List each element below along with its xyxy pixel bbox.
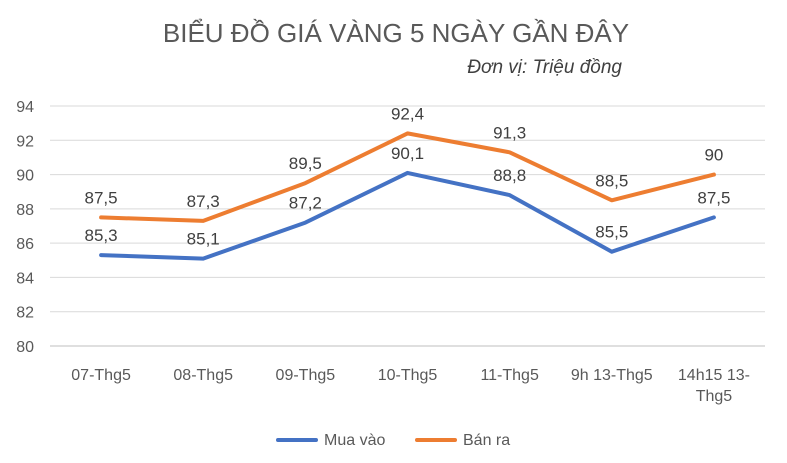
x-tick-label: 07-Thg5 [71,367,131,384]
y-tick-label: 90 [16,168,34,185]
data-label: 85,1 [187,230,220,249]
data-label: 92,4 [391,104,424,123]
data-label: 91,3 [493,123,526,142]
series-lines [99,131,716,261]
data-label: 89,5 [289,154,322,173]
data-label: 85,3 [85,226,118,245]
y-tick-label: 94 [16,99,34,116]
y-tick-label: 86 [16,236,34,253]
legend: Mua vào Bán ra [276,432,510,449]
x-tick-label: 09-Thg5 [276,367,336,384]
series-line-0 [99,170,716,261]
gridlines [50,105,765,347]
y-tick-label: 82 [16,305,34,322]
y-tick-label: 84 [16,270,34,287]
x-tick-label: 9h 13-Thg5 [571,367,653,384]
data-label: 87,3 [187,192,220,211]
y-axis: 80 82 84 86 88 90 92 94 [16,99,34,356]
data-label: 85,5 [595,223,628,242]
y-tick-label: 80 [16,339,34,356]
x-tick-label: 11-Thg5 [480,367,539,384]
data-label: 87,5 [85,188,118,207]
chart-subtitle: Đơn vị: Triệu đồng [467,57,622,78]
data-label: 87,5 [697,188,730,207]
data-labels: 85,3 85,1 87,2 90,1 88,8 85,5 87,5 87,5 87,3 89,5… [85,104,731,248]
y-tick-label: 92 [16,133,34,150]
chart-title: BIỂU ĐỒ GIÁ VÀNG 5 NGÀY GẦN ĐÂY [163,18,629,48]
data-label: 90 [704,146,723,165]
data-label: 88,8 [493,166,526,185]
x-tick-label: 10-Thg5 [378,367,438,384]
y-tick-label: 88 [16,202,34,219]
data-label: 88,5 [595,171,628,190]
series-line-1 [99,131,716,223]
x-axis: 07-Thg5 08-Thg5 09-Thg5 10-Thg5 11-Thg5 9h 13… [71,367,750,405]
data-label: 87,2 [289,194,322,213]
data-label: 90,1 [391,144,424,163]
legend-label: Bán ra [463,432,510,449]
legend-label: Mua vào [324,432,385,449]
x-tick-label: 14h15 13-Thg5 [678,367,750,405]
x-tick-label: 08-Thg5 [173,367,233,384]
